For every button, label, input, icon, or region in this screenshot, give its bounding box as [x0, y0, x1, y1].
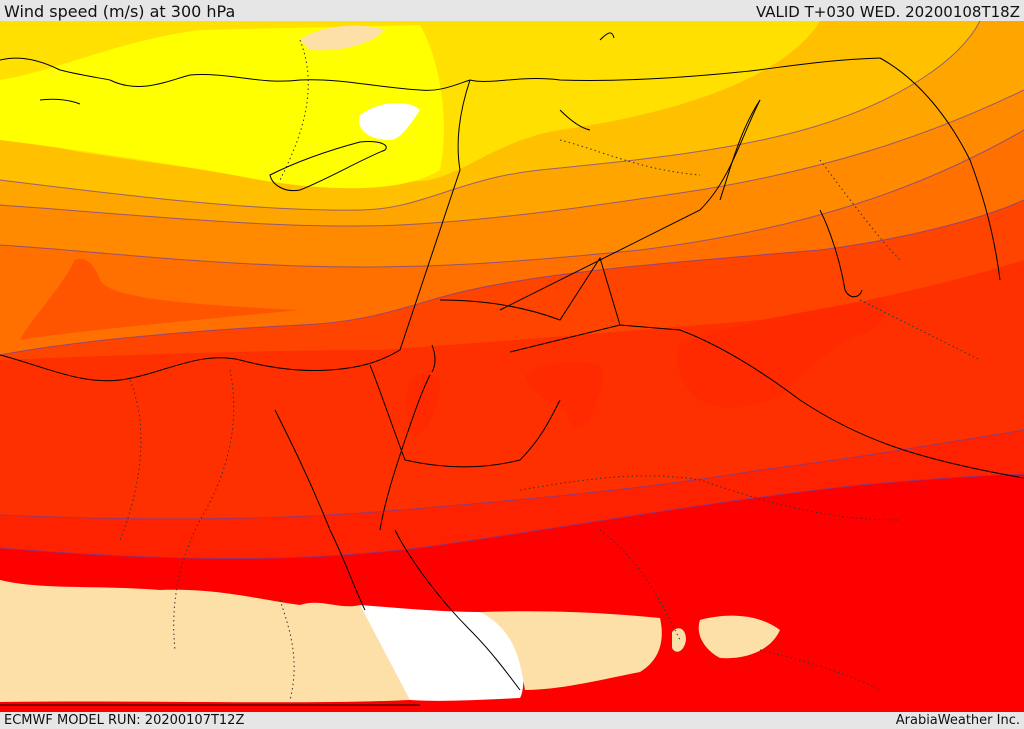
border-line — [279, 39, 309, 181]
band-white-south — [360, 605, 524, 701]
band-pale-islet-2 — [698, 615, 780, 659]
border-saudi-jordan — [439, 256, 621, 326]
internal-borders — [119, 39, 981, 701]
border-line — [119, 379, 142, 541]
band-pale-south — [0, 580, 430, 703]
border-line — [519, 475, 901, 521]
map-title: Wind speed (m/s) at 300 hPa — [4, 2, 236, 21]
band-yellow — [0, 25, 444, 189]
band-orange-patch-libya — [20, 258, 300, 340]
contour-line — [0, 473, 1024, 559]
border-saudi-iraq-line — [499, 99, 761, 311]
credit-label: ArabiaWeather Inc. — [895, 713, 1020, 728]
coast-persian-gulf — [819, 209, 863, 298]
coast-anatolia-south — [469, 57, 881, 82]
contour-line — [0, 429, 1024, 520]
border-line — [819, 159, 901, 261]
contour-line — [0, 129, 1024, 268]
coast-persia-east — [879, 57, 1001, 281]
coast-crete — [39, 98, 81, 105]
contour-line — [0, 21, 981, 211]
coast-mediterranean-north — [109, 74, 471, 91]
coast-cyprus — [269, 141, 387, 192]
band-red-patch-gulf — [676, 298, 887, 408]
band-red-patch-iraq — [525, 362, 604, 428]
band-pale-patch — [300, 25, 385, 51]
border-line — [279, 599, 295, 701]
coast-aegean — [0, 57, 111, 81]
footer-bar: ECMWF MODEL RUN: 20200107T12Z ArabiaWeat… — [0, 712, 1024, 729]
border-line — [859, 299, 981, 361]
coast-egypt-north — [0, 349, 401, 382]
band-pale-south-east — [480, 611, 662, 690]
border-line — [599, 529, 681, 641]
border-line — [759, 649, 881, 691]
contour-line — [0, 199, 1024, 356]
model-run-label: ECMWF MODEL RUN: 20200107T12Z — [4, 713, 245, 728]
band-red-patch-sinai — [406, 374, 440, 438]
contour-lines — [0, 21, 1024, 559]
header-bar: Wind speed (m/s) at 300 hPa VALID T+030 … — [0, 0, 1024, 21]
border-egypt-sinai — [369, 364, 406, 461]
coast-red-sea-east — [394, 529, 521, 691]
coast-red-sea-west — [274, 409, 366, 611]
coast-levant — [399, 79, 471, 351]
contour-line — [0, 89, 1024, 227]
map-svg — [0, 21, 1024, 712]
band-pale-islet-1 — [672, 628, 686, 652]
border-iraq-iran — [719, 99, 761, 201]
wind-speed-bands — [0, 21, 1024, 712]
coast-lake-van — [559, 109, 591, 131]
country-borders — [0, 99, 1024, 706]
coastlines — [0, 32, 1001, 691]
coast-caspian — [599, 32, 615, 41]
coast-dead-sea — [431, 344, 436, 373]
wind-speed-map — [0, 21, 1024, 712]
valid-time: VALID T+030 WED. 20200108T18Z — [755, 3, 1020, 21]
border-iraq-saudi — [509, 324, 1024, 479]
coast-gulf-suez — [379, 374, 431, 531]
border-jordan-saudi-west — [404, 399, 561, 468]
band-white-core — [359, 103, 420, 140]
border-line — [559, 139, 701, 176]
